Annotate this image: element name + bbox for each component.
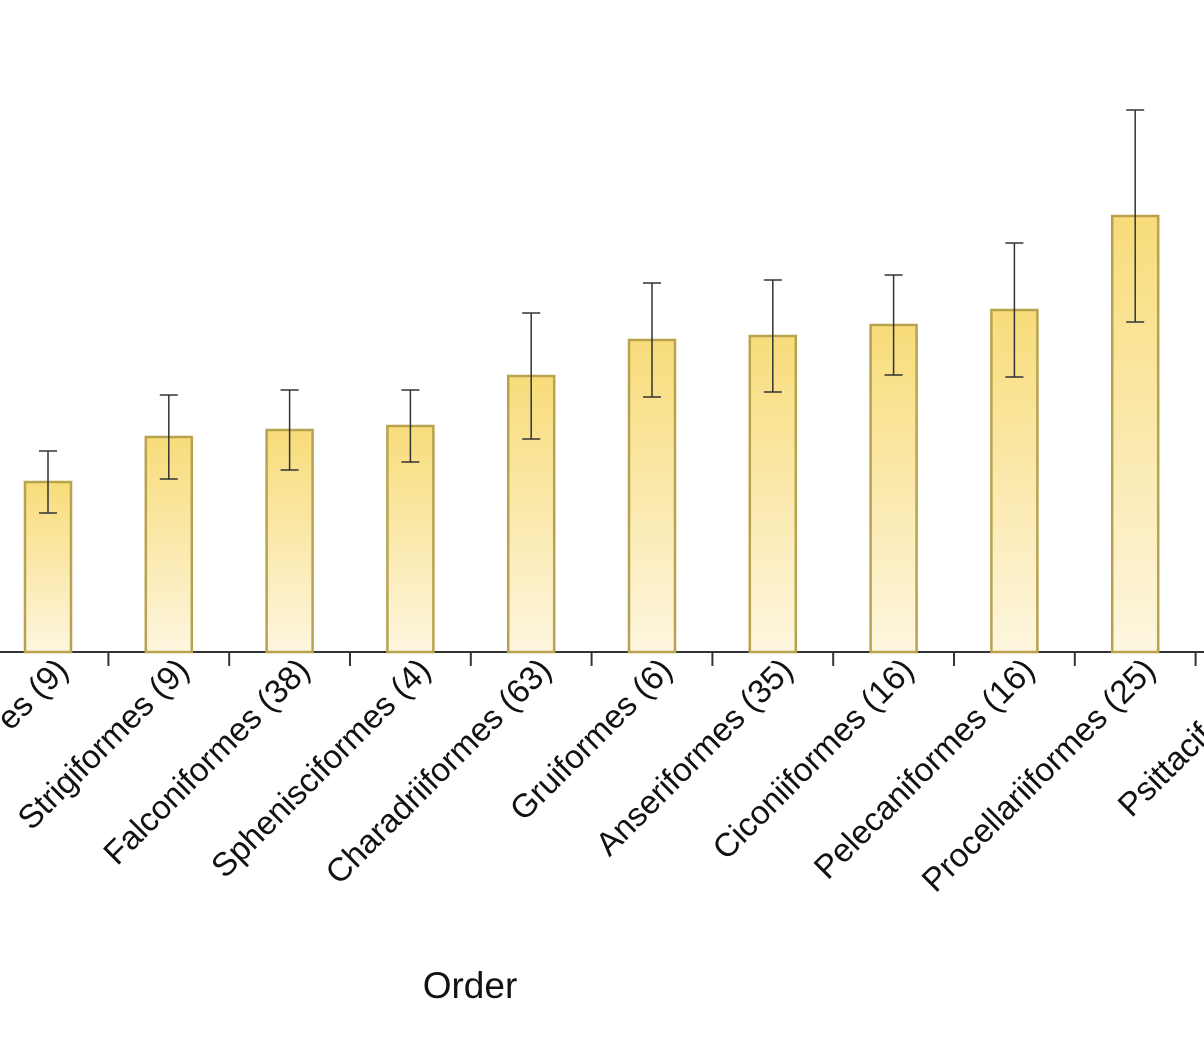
x-tick-label: Pelecaniformes (16) <box>806 651 1041 886</box>
x-tick-label: Charadriiformes (63) <box>318 651 558 891</box>
x-tick-label: es (9) <box>0 651 75 737</box>
x-tick-label: Ciconiiformes (16) <box>705 651 920 866</box>
bar <box>386 424 435 654</box>
x-tick-label: Falconiformes (38) <box>96 651 317 872</box>
bar <box>869 323 918 654</box>
x-tick-label: Procellariiformes (25) <box>914 651 1162 899</box>
x-tick-label: Sphenisciformes (4) <box>204 651 438 885</box>
bar <box>144 435 194 654</box>
x-axis-title: Order <box>423 965 518 1006</box>
